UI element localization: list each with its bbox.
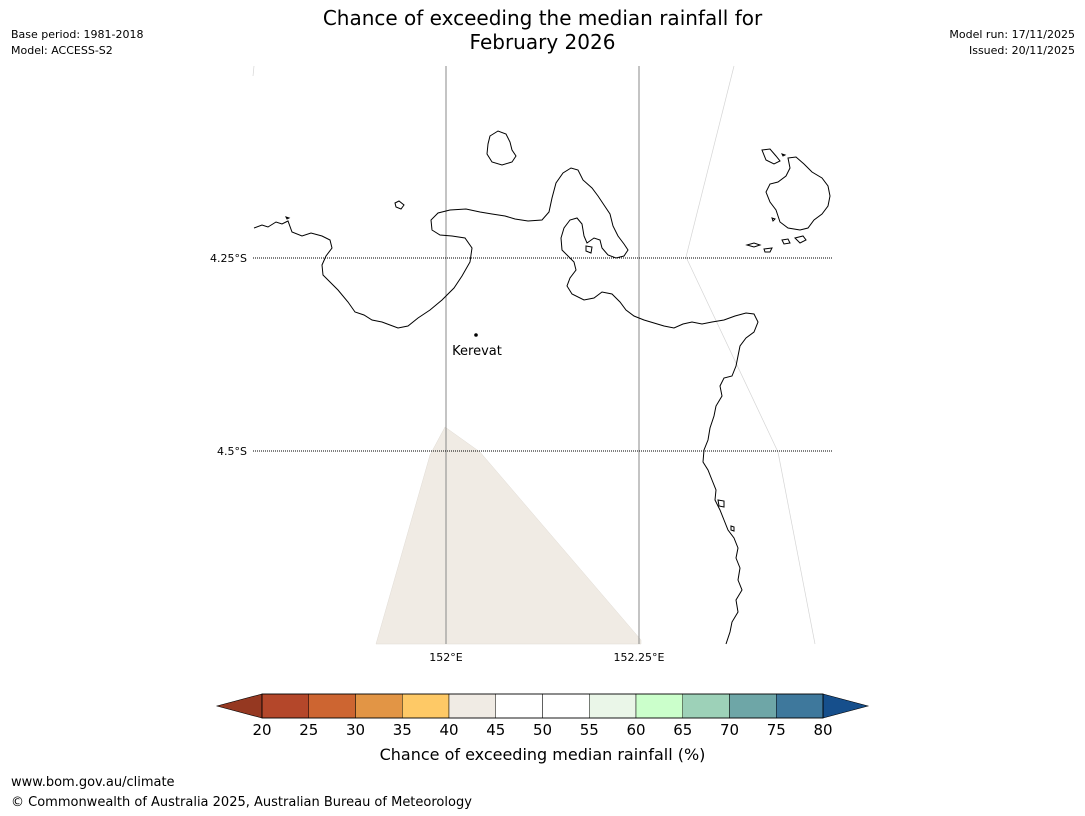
colorbar-segment	[542, 693, 590, 719]
colorbar-tick-label: 60	[626, 721, 645, 739]
meta-right: Model run: 17/11/2025 Issued: 20/11/2025	[949, 27, 1075, 59]
colorbar-tick-label: 80	[813, 721, 832, 739]
colorbar-segment	[635, 693, 683, 719]
colorbar-title: Chance of exceeding median rainfall (%)	[379, 745, 706, 764]
kerevat-label: Kerevat	[452, 344, 502, 359]
colorbar-tick-label: 70	[720, 721, 739, 739]
colorbar-tick-label: 20	[252, 721, 271, 739]
footer-copyright: © Commonwealth of Australia 2025, Austra…	[11, 795, 472, 810]
colorbar-segment	[448, 693, 496, 719]
issued-text: Issued: 20/11/2025	[968, 44, 1075, 57]
lon-label-152: 152°E	[429, 651, 462, 664]
coastline	[253, 130, 831, 645]
colorbar-segment	[402, 693, 450, 719]
lon-label-152-25: 152.25°E	[614, 651, 665, 664]
lat-label-4-5: 4.5°S	[217, 445, 247, 458]
colorbar-segment	[729, 693, 777, 719]
footer-url[interactable]: www.bom.gov.au/climate	[11, 775, 175, 790]
colorbar-tick-label: 75	[767, 721, 786, 739]
lat-label-4-25: 4.25°S	[210, 252, 247, 265]
colorbar: 20 25 30 35 40 45 50 55 60 65 70 75 80	[215, 693, 870, 739]
colorbar-segment	[682, 693, 730, 719]
colorbar-tick-label: 65	[673, 721, 692, 739]
colorbar-segment	[355, 693, 403, 719]
colorbar-segment	[495, 693, 543, 719]
colorbar-tick-label: 30	[346, 721, 365, 739]
colorbar-over-arrow	[822, 693, 870, 719]
colorbar-tick-label: 55	[580, 721, 599, 739]
map-title: Chance of exceeding the median rainfall …	[0, 6, 1085, 54]
colorbar-tick-label: 35	[393, 721, 412, 739]
colorbar-tick-label: 25	[299, 721, 318, 739]
colorbar-tick-label: 45	[486, 721, 505, 739]
data-boundary-lines	[252, 65, 816, 645]
base-period-text: Base period: 1981-2018	[11, 28, 144, 41]
model-run-text: Model run: 17/11/2025	[949, 28, 1075, 41]
colorbar-segment	[776, 693, 824, 719]
meta-left: Base period: 1981-2018 Model: ACCESS-S2	[11, 27, 143, 59]
colorbar-under-arrow	[215, 693, 263, 719]
colorbar-tick-label: 40	[439, 721, 458, 739]
title-line-1: Chance of exceeding the median rainfall …	[322, 6, 763, 30]
colorbar-segment	[308, 693, 356, 719]
kerevat-marker	[474, 333, 478, 337]
colorbar-frame	[261, 693, 824, 719]
colorbar-tick-label: 50	[533, 721, 552, 739]
probability-shaded-region	[375, 426, 642, 645]
model-text: Model: ACCESS-S2	[11, 44, 113, 57]
colorbar-segment	[261, 693, 309, 719]
title-line-2: February 2026	[469, 30, 616, 54]
colorbar-segment	[589, 693, 637, 719]
